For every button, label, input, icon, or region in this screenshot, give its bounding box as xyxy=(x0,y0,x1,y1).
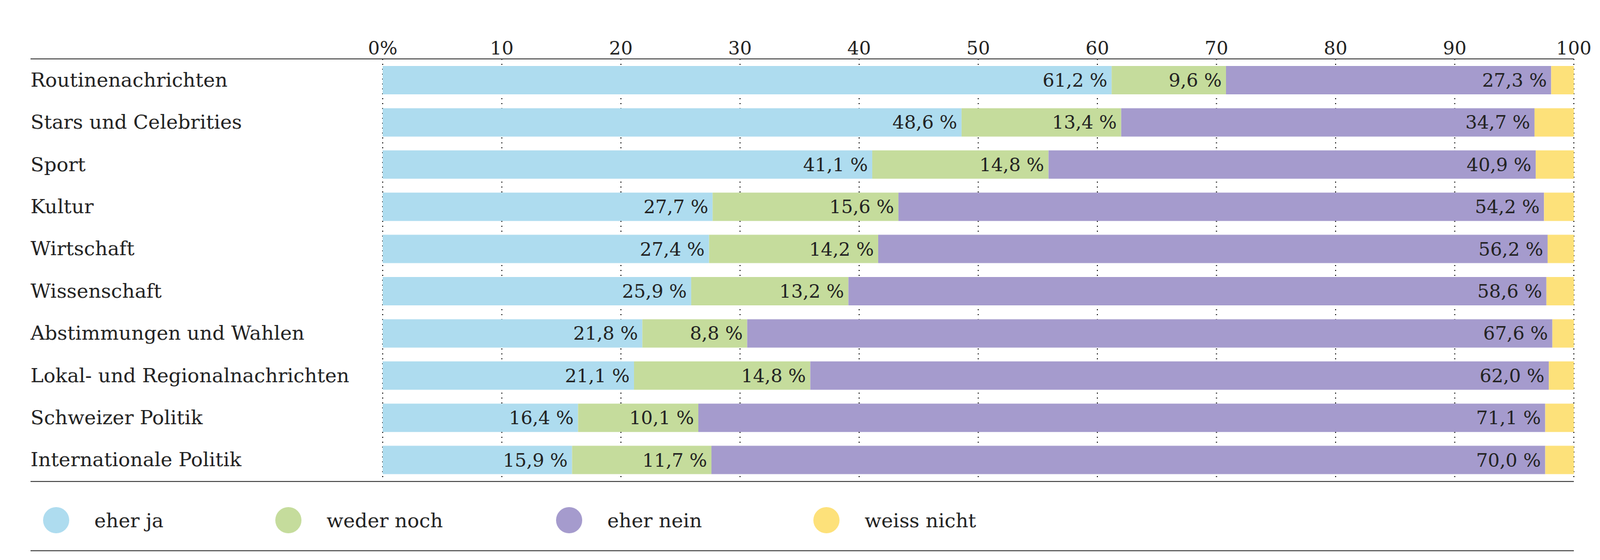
html-text:weiss nicht: weiss nicht xyxy=(864,508,977,532)
svg-text:Kultur: Kultur xyxy=(30,195,94,218)
svg-text:48,6 %: 48,6 % xyxy=(892,111,958,134)
svg-text:15,6 %: 15,6 % xyxy=(829,195,895,218)
svg-text:21,8 %: 21,8 % xyxy=(573,322,639,344)
html-text:eher nein: eher nein xyxy=(607,508,702,532)
svg-text:16,4 %: 16,4 % xyxy=(509,406,575,429)
svg-text:27,4 %: 27,4 % xyxy=(640,238,705,261)
svg-text:70,0 %: 70,0 % xyxy=(1476,449,1542,472)
svg-text:Schweizer Politik: Schweizer Politik xyxy=(30,406,204,429)
svg-text:14,8 %: 14,8 % xyxy=(741,364,807,387)
svg-text:Lokal- und Regionalnachrichten: Lokal- und Regionalnachrichten xyxy=(30,364,350,387)
svg-text:40: 40 xyxy=(847,37,871,59)
svg-text:Sport: Sport xyxy=(30,153,87,176)
svg-text:27,3 %: 27,3 % xyxy=(1482,69,1548,92)
svg-text:15,9 %: 15,9 % xyxy=(503,449,569,472)
svg-text:71,1 %: 71,1 % xyxy=(1476,406,1542,429)
svg-text:Wirtschaft: Wirtschaft xyxy=(30,237,135,260)
svg-text:41,1 %: 41,1 % xyxy=(802,153,868,176)
html-text:weder noch: weder noch xyxy=(326,508,443,532)
svg-text:50: 50 xyxy=(966,37,990,59)
svg-text:Internationale Politik: Internationale Politik xyxy=(30,448,243,471)
svg-text:10,1 %: 10,1 % xyxy=(629,406,694,429)
svg-text:30: 30 xyxy=(728,37,752,59)
svg-text:34,7 %: 34,7 % xyxy=(1465,111,1531,134)
svg-text:Wissenschaft: Wissenschaft xyxy=(30,279,162,303)
svg-text:90: 90 xyxy=(1442,37,1467,59)
svg-text:60: 60 xyxy=(1085,37,1109,59)
svg-text:11,7 %: 11,7 % xyxy=(642,449,708,472)
svg-text:13,4 %: 13,4 % xyxy=(1052,111,1118,134)
svg-text:14,8 %: 14,8 % xyxy=(979,153,1045,176)
svg-text:13,2 %: 13,2 % xyxy=(779,280,845,303)
html-text:eher ja: eher ja xyxy=(94,508,164,532)
svg-text:58,6 %: 58,6 % xyxy=(1477,280,1543,303)
svg-text:80: 80 xyxy=(1323,37,1348,59)
svg-text:40,9 %: 40,9 % xyxy=(1466,153,1532,176)
svg-text:9,6 %: 9,6 % xyxy=(1168,69,1222,92)
svg-text:70: 70 xyxy=(1204,37,1229,59)
svg-text:Abstimmungen und Wahlen: Abstimmungen und Wahlen xyxy=(29,321,305,344)
svg-text:0%: 0% xyxy=(367,37,398,59)
svg-text:100: 100 xyxy=(1556,37,1592,59)
svg-text:14,2 %: 14,2 % xyxy=(808,238,874,261)
svg-text:56,2 %: 56,2 % xyxy=(1478,238,1544,261)
svg-text:62,0 %: 62,0 % xyxy=(1479,364,1545,387)
svg-text:67,6 %: 67,6 % xyxy=(1483,322,1549,344)
svg-text:Stars und Celebrities: Stars und Celebrities xyxy=(30,110,243,134)
svg-text:61,2 %: 61,2 % xyxy=(1042,69,1108,92)
svg-text:20: 20 xyxy=(608,37,633,59)
svg-text:54,2 %: 54,2 % xyxy=(1475,195,1541,218)
svg-text:27,7 %: 27,7 % xyxy=(643,195,709,218)
svg-text:10: 10 xyxy=(490,37,514,59)
svg-text:8,8 %: 8,8 % xyxy=(689,322,743,344)
svg-text:Routinenachrichten: Routinenachrichten xyxy=(30,68,228,92)
svg-text:21,1 %: 21,1 % xyxy=(564,364,630,387)
svg-text:25,9 %: 25,9 % xyxy=(622,280,687,303)
